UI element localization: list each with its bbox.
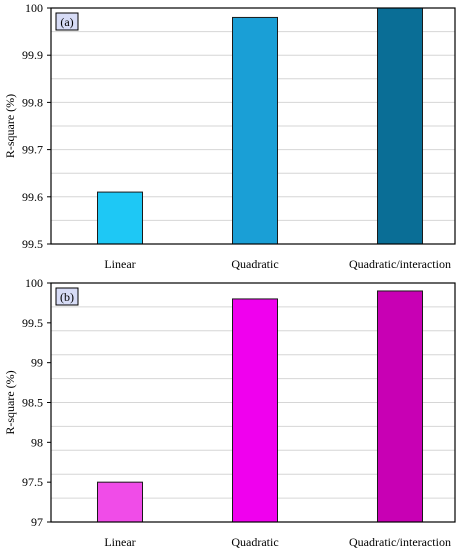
y-tick-label: 99.6 (22, 190, 43, 204)
x-tick-label: Linear (104, 535, 135, 549)
x-tick-label: Quadratic/interaction (349, 257, 451, 271)
y-tick-label: 97 (31, 515, 43, 529)
y-tick-label: 98.5 (22, 396, 43, 410)
y-tick-label: 99.9 (22, 48, 43, 62)
panel-label: (a) (60, 15, 73, 29)
panel-label-box (55, 287, 79, 306)
y-tick-label: 99 (31, 356, 43, 370)
plot-frame (50, 7, 456, 245)
y-tick-label: 100 (25, 1, 43, 15)
y-axis-label: R-square (%) (3, 370, 17, 434)
y-tick-label: 99.7 (22, 143, 43, 157)
y-tick-label: 99.5 (22, 316, 43, 330)
panel-label: (b) (60, 290, 74, 304)
y-tick-label: 100 (25, 276, 43, 290)
x-tick-label: Linear (104, 257, 135, 271)
panel-label-box (55, 12, 79, 31)
bar-quadratic (232, 16, 278, 245)
chart-panel-2: 97 97.5 98 98.5 99 99.5 100 Linear Quadratic Quad… (3, 276, 456, 549)
x-tick-label: Quadratic (231, 535, 278, 549)
bar-quadratic-interaction (377, 290, 423, 523)
y-axis-label: R-square (%) (3, 94, 17, 158)
bar-quadratic (232, 298, 278, 523)
x-tick-label: Quadratic/interaction (349, 535, 451, 549)
y-tick-label: 98 (31, 435, 43, 449)
bar-linear (97, 191, 143, 245)
bar-linear (97, 481, 143, 523)
y-tick-label: 99.5 (22, 237, 43, 251)
bar-quadratic-interaction (377, 7, 423, 245)
chart-panel-1: 99.5 99.6 99.7 99.8 99.9 100 Linear Quadratic Qu… (3, 1, 456, 271)
y-tick-label: 97.5 (22, 475, 43, 489)
x-tick-label: Quadratic (231, 257, 278, 271)
y-tick-label: 99.8 (22, 95, 43, 109)
